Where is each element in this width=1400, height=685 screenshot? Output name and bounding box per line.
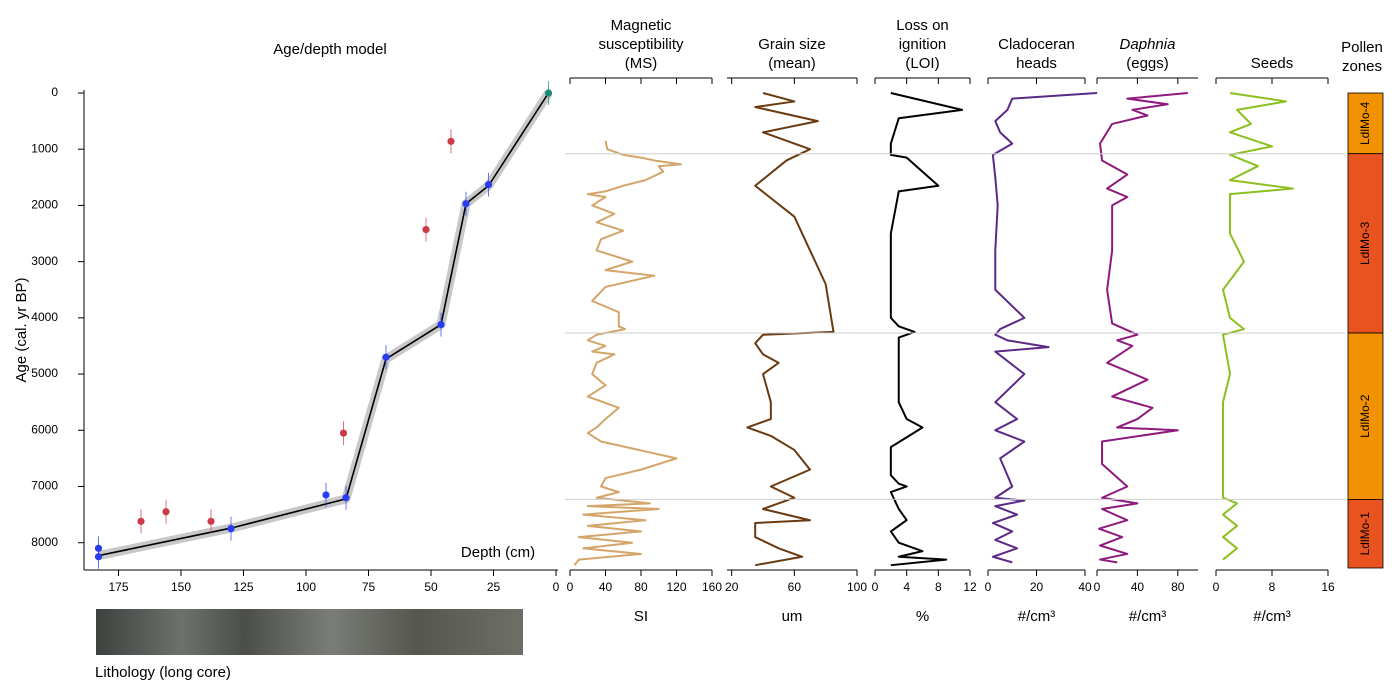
y-tick-label: 6000 xyxy=(31,422,58,436)
dated-sample xyxy=(322,491,330,499)
x-tick-label: 0 xyxy=(567,580,574,594)
dated-sample xyxy=(137,517,145,525)
panel-title: Loss on xyxy=(896,17,949,34)
dated-sample xyxy=(94,553,103,561)
panel-title: ignition xyxy=(899,36,947,53)
panel-title: susceptibility xyxy=(598,36,684,53)
x-tick-label: 100 xyxy=(847,580,867,594)
y-tick-label: 8000 xyxy=(31,535,58,549)
x-tick-label: 150 xyxy=(171,580,191,594)
y-tick-label: 4000 xyxy=(31,310,58,324)
x-tick-label: 8 xyxy=(935,580,942,594)
dated-sample xyxy=(207,517,215,525)
panel-title: Magnetic xyxy=(611,17,672,34)
pollen-zone xyxy=(1347,332,1384,500)
x-tick-label: 40 xyxy=(1131,580,1145,594)
x-tick-label: 25 xyxy=(487,580,501,594)
unit-label: um xyxy=(782,608,803,625)
pollen-zone xyxy=(1347,92,1384,155)
lithology-texture xyxy=(96,609,523,655)
unit-label: #/cm³ xyxy=(1129,608,1167,625)
proxy-curve xyxy=(1222,92,1294,561)
dated-sample xyxy=(339,429,348,437)
x-tick-label: 120 xyxy=(666,580,686,594)
proxy-curve xyxy=(1098,92,1188,564)
zone-label: LdlMo-4 xyxy=(1358,101,1372,145)
x-tick-label: 80 xyxy=(1171,580,1185,594)
x-tick-label: 8 xyxy=(1269,580,1276,594)
x-tick-label: 0 xyxy=(1094,580,1101,594)
panel-title: Daphnia xyxy=(1120,36,1176,53)
x-tick-label: 160 xyxy=(702,580,722,594)
x-tick-label: 80 xyxy=(634,580,648,594)
unit-label: SI xyxy=(634,608,648,625)
x-tick-label: 125 xyxy=(233,580,253,594)
x-tick-label: 20 xyxy=(725,580,739,594)
panel-title: zones xyxy=(1342,58,1382,75)
panel-title: Seeds xyxy=(1251,55,1294,72)
x-tick-label: 75 xyxy=(362,580,376,594)
pollen-zone xyxy=(1347,499,1384,569)
dated-sample xyxy=(382,353,390,361)
panel-title: Pollen xyxy=(1341,39,1383,56)
uncertainty-band xyxy=(97,90,553,561)
x-tick-label: 100 xyxy=(296,580,316,594)
dated-sample xyxy=(544,89,553,97)
dated-sample xyxy=(462,200,470,208)
dated-sample xyxy=(437,320,445,329)
proxy-curve xyxy=(573,140,682,566)
x-tick-label: 0 xyxy=(1213,580,1220,594)
panel-title: Grain size xyxy=(758,36,826,53)
unit-label: #/cm³ xyxy=(1253,608,1291,625)
zone-label: LdlMo-2 xyxy=(1358,394,1372,438)
dated-sample xyxy=(447,137,455,145)
pollen-zone xyxy=(1347,153,1384,334)
unit-label: % xyxy=(916,608,929,625)
panel-title: (MS) xyxy=(625,55,658,72)
proxy-curve xyxy=(991,92,1098,564)
y-tick-label: 0 xyxy=(51,85,58,99)
panel-title: Cladoceran xyxy=(998,36,1075,53)
chart-title: Age/depth model xyxy=(273,41,386,58)
panel-title: (LOI) xyxy=(905,55,939,72)
x-tick-label: 50 xyxy=(424,580,438,594)
dated-sample xyxy=(227,525,235,533)
age-model-line xyxy=(98,92,550,557)
panel-title: (eggs) xyxy=(1126,55,1169,72)
dated-sample xyxy=(342,494,350,502)
panel-title: heads xyxy=(1016,55,1057,72)
panel-title: (mean) xyxy=(768,55,816,72)
proxy-curve xyxy=(889,92,964,567)
proxy-curve xyxy=(746,92,835,567)
y-tick-label: 5000 xyxy=(31,366,58,380)
y-tick-label: 1000 xyxy=(31,141,58,155)
x-axis-label: Depth (cm) xyxy=(461,544,535,561)
zone-label: LdlMo-3 xyxy=(1358,221,1372,265)
x-tick-label: 12 xyxy=(963,580,977,594)
x-tick-label: 40 xyxy=(599,580,613,594)
x-tick-label: 4 xyxy=(903,580,910,594)
x-tick-label: 16 xyxy=(1321,580,1335,594)
x-tick-label: 0 xyxy=(872,580,879,594)
y-tick-label: 7000 xyxy=(31,479,58,493)
x-tick-label: 175 xyxy=(108,580,128,594)
y-tick-label: 2000 xyxy=(31,198,58,212)
dated-sample xyxy=(422,225,430,234)
x-tick-label: 0 xyxy=(985,580,992,594)
x-tick-label: 0 xyxy=(553,580,560,594)
y-tick-label: 3000 xyxy=(31,254,58,268)
lithology-label: Lithology (long core) xyxy=(95,664,231,681)
x-tick-label: 40 xyxy=(1078,580,1092,594)
x-tick-label: 20 xyxy=(1030,580,1044,594)
zone-label: LdlMo-1 xyxy=(1358,512,1372,556)
unit-label: #/cm³ xyxy=(1018,608,1056,625)
dated-sample xyxy=(484,181,493,189)
x-tick-label: 60 xyxy=(788,580,802,594)
y-axis-label: Age (cal. yr BP) xyxy=(13,277,30,382)
dated-sample xyxy=(162,508,170,516)
